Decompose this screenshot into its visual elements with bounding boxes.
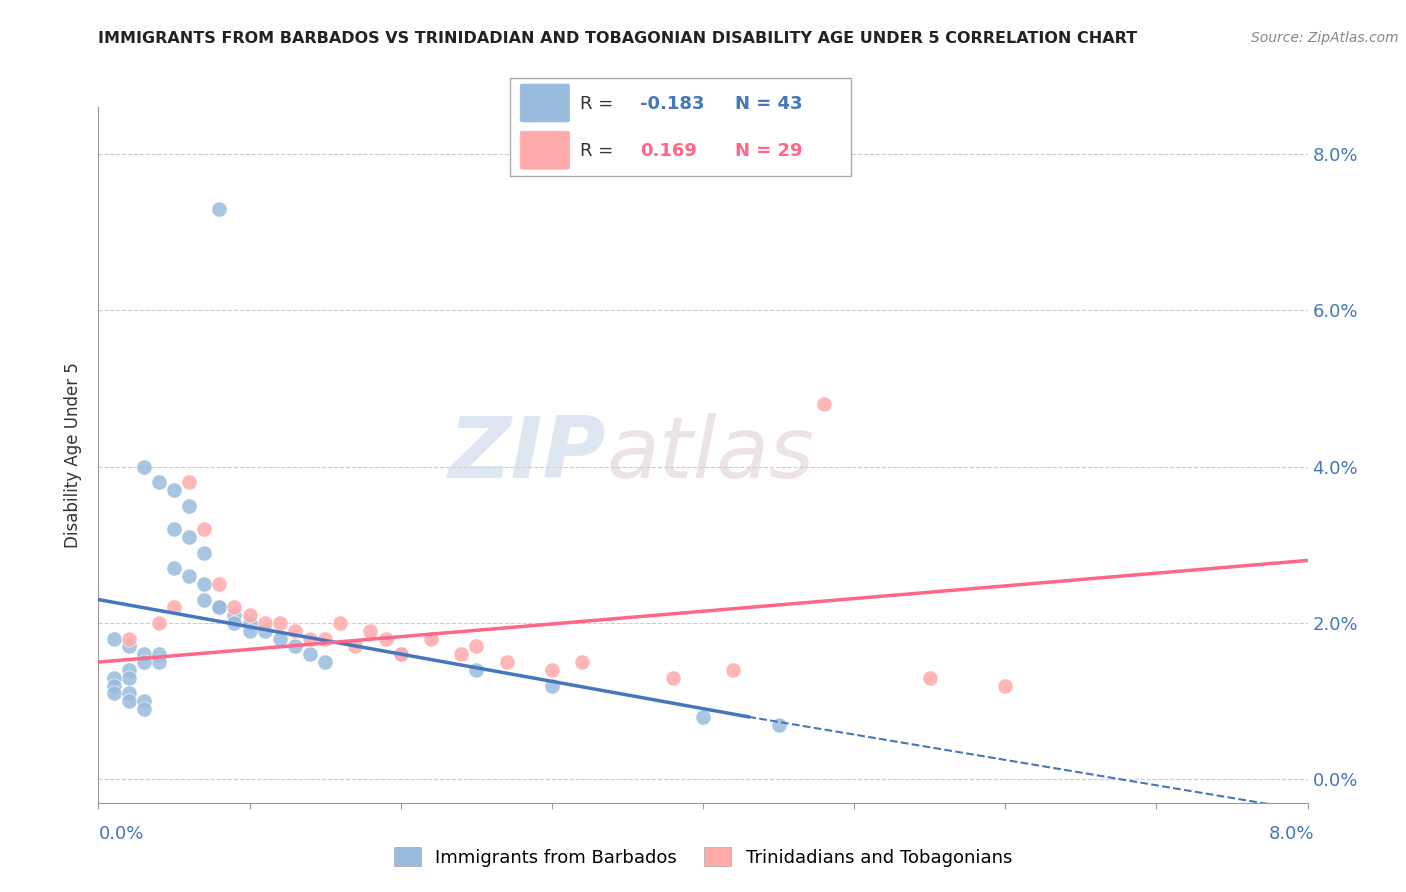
Point — [132, 459, 155, 474]
FancyBboxPatch shape — [520, 131, 569, 169]
Text: N = 43: N = 43 — [734, 95, 803, 112]
Point — [208, 202, 231, 216]
Point — [918, 671, 941, 685]
Point — [768, 717, 790, 731]
Point — [450, 647, 472, 661]
Text: Source: ZipAtlas.com: Source: ZipAtlas.com — [1251, 31, 1399, 45]
Point — [813, 397, 835, 411]
Text: R =: R = — [579, 142, 624, 160]
Point — [314, 632, 336, 646]
Point — [179, 530, 201, 544]
Point — [103, 686, 125, 700]
Point — [193, 577, 215, 591]
Point — [148, 475, 170, 490]
Point — [132, 647, 155, 661]
Point — [571, 655, 593, 669]
Point — [239, 615, 262, 630]
Point — [374, 632, 396, 646]
Point — [465, 640, 488, 654]
Point — [163, 600, 186, 615]
Point — [193, 592, 215, 607]
Point — [132, 702, 155, 716]
Point — [148, 655, 170, 669]
Point — [723, 663, 745, 677]
Y-axis label: Disability Age Under 5: Disability Age Under 5 — [65, 362, 83, 548]
FancyBboxPatch shape — [509, 78, 851, 177]
Point — [299, 632, 322, 646]
Point — [329, 615, 352, 630]
Point — [179, 475, 201, 490]
Point — [208, 577, 231, 591]
Point — [118, 632, 141, 646]
Legend: Immigrants from Barbados, Trinidadians and Tobagonians: Immigrants from Barbados, Trinidadians a… — [387, 840, 1019, 874]
Text: atlas: atlas — [606, 413, 814, 497]
Point — [269, 632, 291, 646]
Point — [495, 655, 517, 669]
Point — [193, 522, 215, 536]
Point — [132, 655, 155, 669]
Point — [224, 608, 246, 623]
Point — [253, 615, 276, 630]
Point — [284, 624, 307, 638]
Point — [163, 483, 186, 497]
Point — [299, 647, 322, 661]
Point — [662, 671, 685, 685]
Text: -0.183: -0.183 — [640, 95, 704, 112]
Text: IMMIGRANTS FROM BARBADOS VS TRINIDADIAN AND TOBAGONIAN DISABILITY AGE UNDER 5 CO: IMMIGRANTS FROM BARBADOS VS TRINIDADIAN … — [98, 31, 1137, 46]
Point — [994, 679, 1017, 693]
Text: 8.0%: 8.0% — [1270, 825, 1315, 843]
Text: R =: R = — [579, 95, 619, 112]
Point — [224, 600, 246, 615]
Point — [118, 671, 141, 685]
Point — [163, 522, 186, 536]
Point — [269, 615, 291, 630]
Point — [253, 624, 276, 638]
Point — [224, 615, 246, 630]
Point — [344, 640, 367, 654]
Text: ZIP: ZIP — [449, 413, 606, 497]
Point — [360, 624, 382, 638]
Point — [239, 608, 262, 623]
Point — [420, 632, 443, 646]
Point — [148, 615, 170, 630]
Point — [103, 679, 125, 693]
FancyBboxPatch shape — [520, 84, 569, 122]
Point — [118, 694, 141, 708]
Point — [179, 499, 201, 513]
Point — [541, 663, 564, 677]
Point — [103, 632, 125, 646]
Point — [465, 663, 488, 677]
Text: 0.0%: 0.0% — [98, 825, 143, 843]
Point — [239, 624, 262, 638]
Point — [148, 647, 170, 661]
Point — [284, 640, 307, 654]
Point — [541, 679, 564, 693]
Text: N = 29: N = 29 — [734, 142, 803, 160]
Point — [314, 655, 336, 669]
Text: 0.169: 0.169 — [640, 142, 696, 160]
Point — [179, 569, 201, 583]
Point — [692, 710, 714, 724]
Point — [118, 686, 141, 700]
Point — [208, 600, 231, 615]
Point — [118, 640, 141, 654]
Point — [163, 561, 186, 575]
Point — [103, 671, 125, 685]
Point — [208, 600, 231, 615]
Point — [132, 694, 155, 708]
Point — [193, 546, 215, 560]
Point — [389, 647, 412, 661]
Point — [118, 663, 141, 677]
Point — [389, 647, 412, 661]
